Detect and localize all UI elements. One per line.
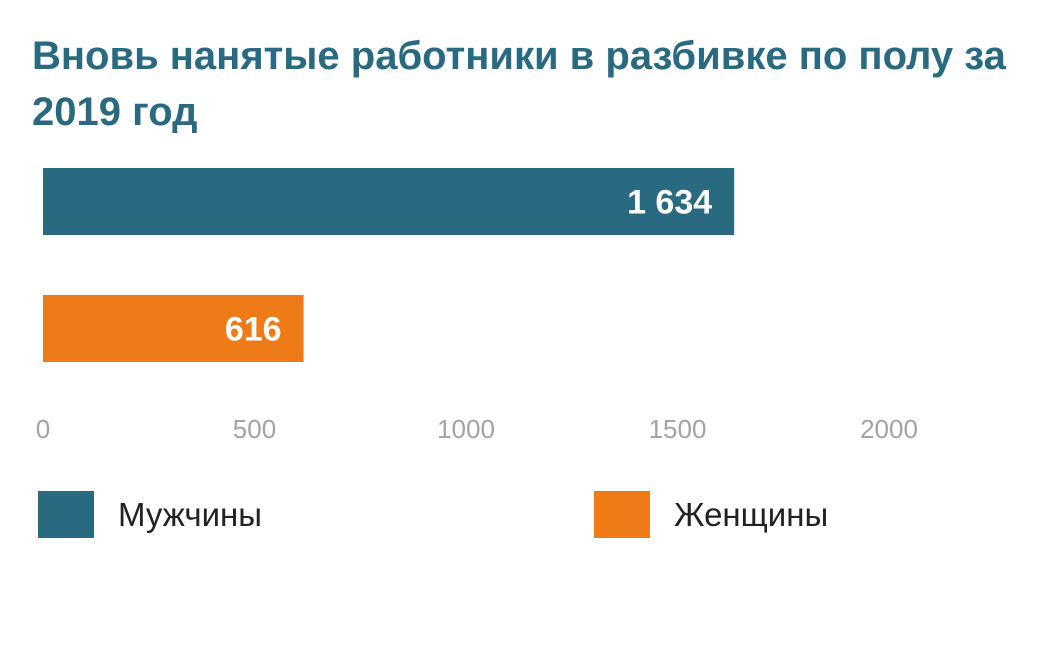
x-tick-label: 500 — [233, 414, 276, 444]
x-tick-label: 1000 — [437, 414, 495, 444]
legend-swatch-women — [594, 491, 650, 538]
legend-label-men: Мужчины — [118, 495, 263, 533]
bars-group: 1 634 616 — [43, 168, 735, 362]
chart-title: Вновь нанятые работники в разбивке по по… — [32, 34, 1006, 134]
bar-women — [43, 295, 304, 362]
legend-label-women: Женщины — [674, 495, 829, 533]
legend-swatch-men — [38, 491, 94, 538]
x-tick-label: 1500 — [649, 414, 707, 444]
bar-men — [43, 168, 735, 235]
x-axis-ticks: 0 500 1000 1500 2000 — [36, 414, 918, 444]
bar-chart: 1 634 616 0 500 1000 1500 2000 — [36, 168, 918, 444]
x-tick-label: 2000 — [860, 414, 918, 444]
bar-value-label-men: 1 634 — [627, 184, 712, 222]
bar-value-label-women: 616 — [225, 311, 282, 349]
x-tick-label: 0 — [36, 414, 50, 444]
legend-item-women: Женщины — [594, 491, 828, 538]
legend-item-men: Мужчины — [38, 491, 262, 538]
